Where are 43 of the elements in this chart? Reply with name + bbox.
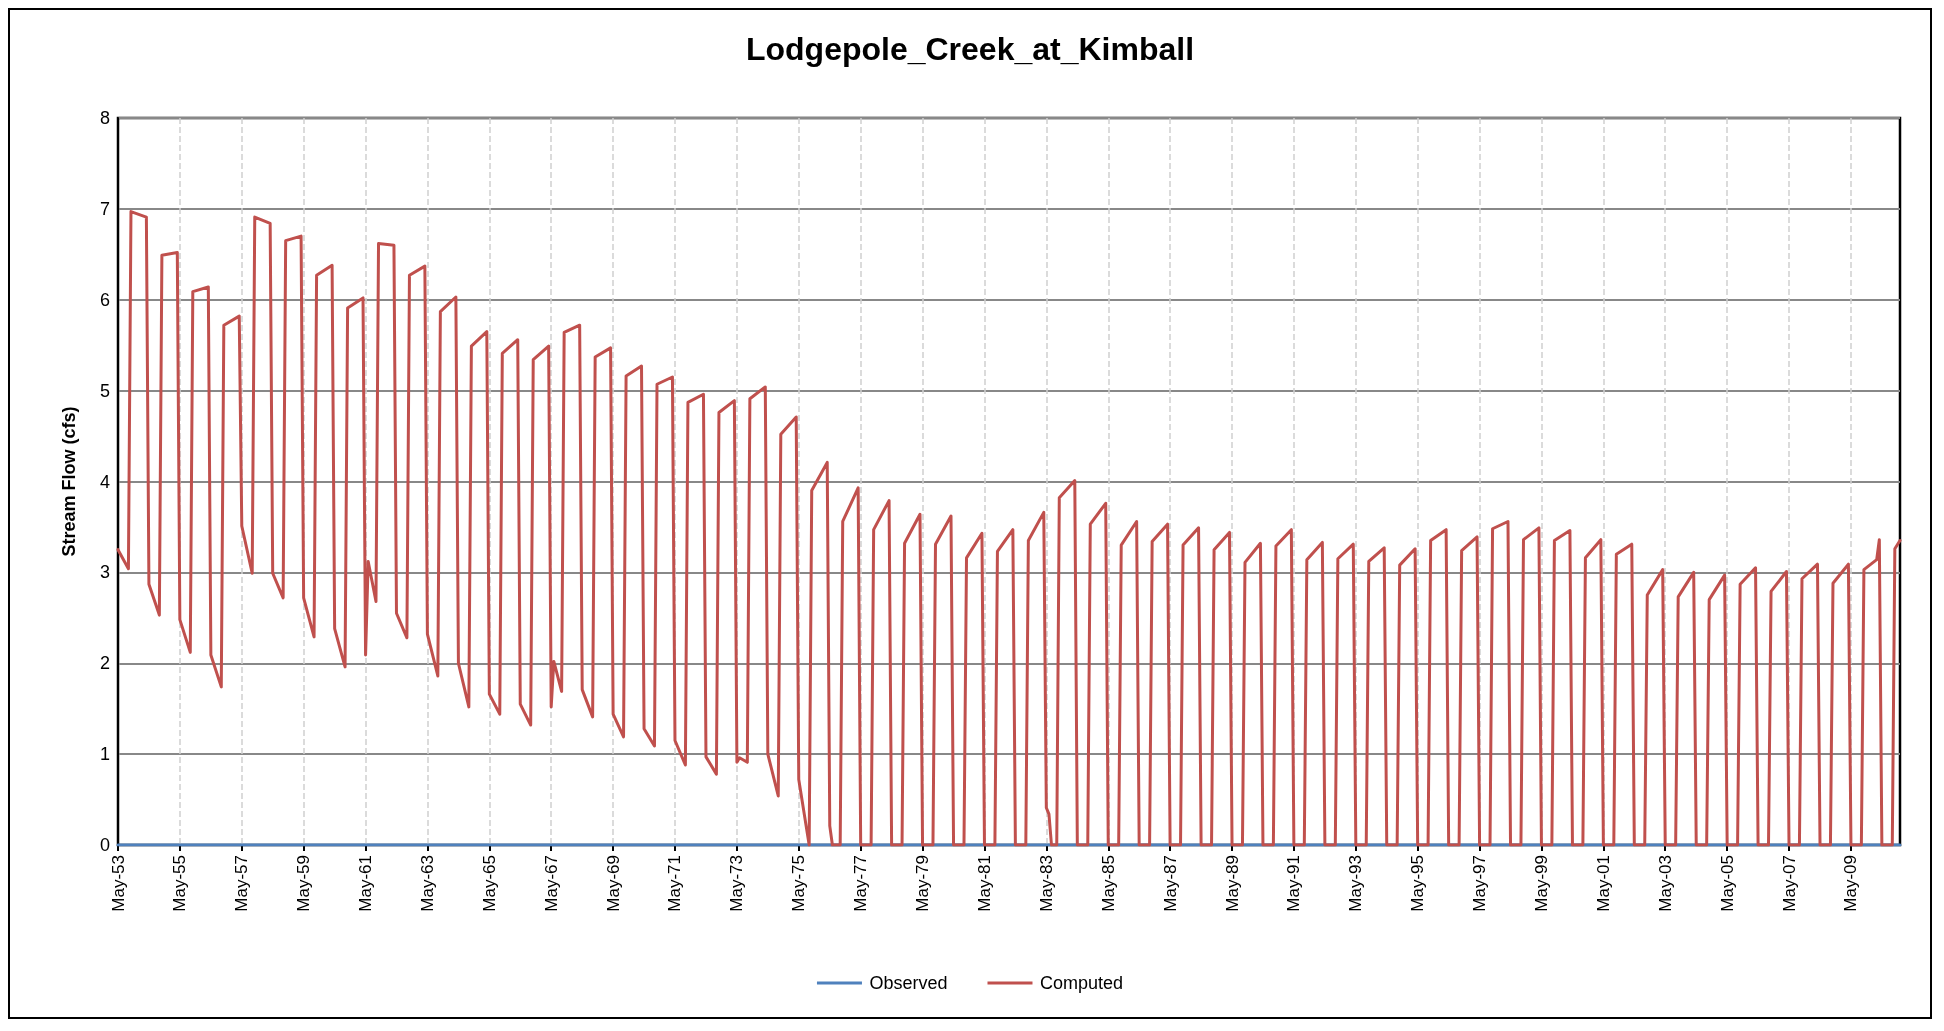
x-tick-label: May-09	[1841, 855, 1861, 912]
x-tick-label: May-85	[1098, 855, 1118, 912]
x-tick-label: May-57	[232, 855, 252, 912]
x-tick-label: May-97	[1470, 855, 1490, 912]
x-tick-label: May-77	[851, 855, 871, 912]
x-tick-label: May-01	[1593, 855, 1613, 912]
x-tick-label: May-79	[913, 855, 933, 912]
y-tick-label: 4	[99, 471, 110, 492]
x-tick-label: May-65	[479, 855, 499, 912]
legend-label: Computed	[1040, 973, 1124, 993]
x-tick-label: May-83	[1036, 855, 1056, 912]
x-tick-label: May-69	[603, 855, 623, 912]
chart-title: Lodgepole_Creek_at_Kimball	[745, 31, 1195, 67]
y-tick-label: 3	[99, 562, 110, 583]
x-tick-label: May-91	[1284, 855, 1304, 912]
y-axis-title: Stream Flow (cfs)	[59, 406, 79, 557]
x-tick-label: May-67	[541, 855, 561, 912]
x-tick-label: May-59	[294, 855, 314, 912]
x-tick-label: May-89	[1222, 855, 1242, 912]
x-tick-label: May-63	[417, 855, 437, 912]
x-tick-label: May-95	[1408, 855, 1428, 912]
y-tick-label: 2	[99, 653, 110, 674]
x-tick-label: May-75	[789, 855, 809, 912]
y-tick-label: 6	[99, 289, 110, 310]
line-series	[116, 210, 1902, 847]
x-tick-label: May-05	[1717, 855, 1737, 912]
x-tick-label: May-81	[974, 855, 994, 912]
x-tick-label: May-99	[1531, 855, 1551, 912]
y-tick-label: 1	[99, 744, 110, 765]
x-tick-label: May-71	[665, 855, 685, 912]
x-tick-label: May-73	[727, 855, 747, 912]
x-tick-label: May-55	[170, 855, 190, 912]
y-tick-label: 8	[99, 108, 110, 128]
y-tick-label: 0	[99, 835, 110, 855]
y-tick-label: 7	[99, 198, 110, 219]
x-tick-label: May-87	[1160, 855, 1180, 912]
x-tick-label: May-53	[108, 855, 128, 912]
legend-label: Observed	[869, 973, 948, 993]
y-tick-label: 5	[99, 380, 110, 401]
x-tick-label: May-07	[1779, 855, 1799, 912]
x-tick-label: May-93	[1346, 855, 1366, 912]
x-tick-label: May-03	[1655, 855, 1675, 912]
x-tick-label: May-61	[356, 855, 376, 912]
